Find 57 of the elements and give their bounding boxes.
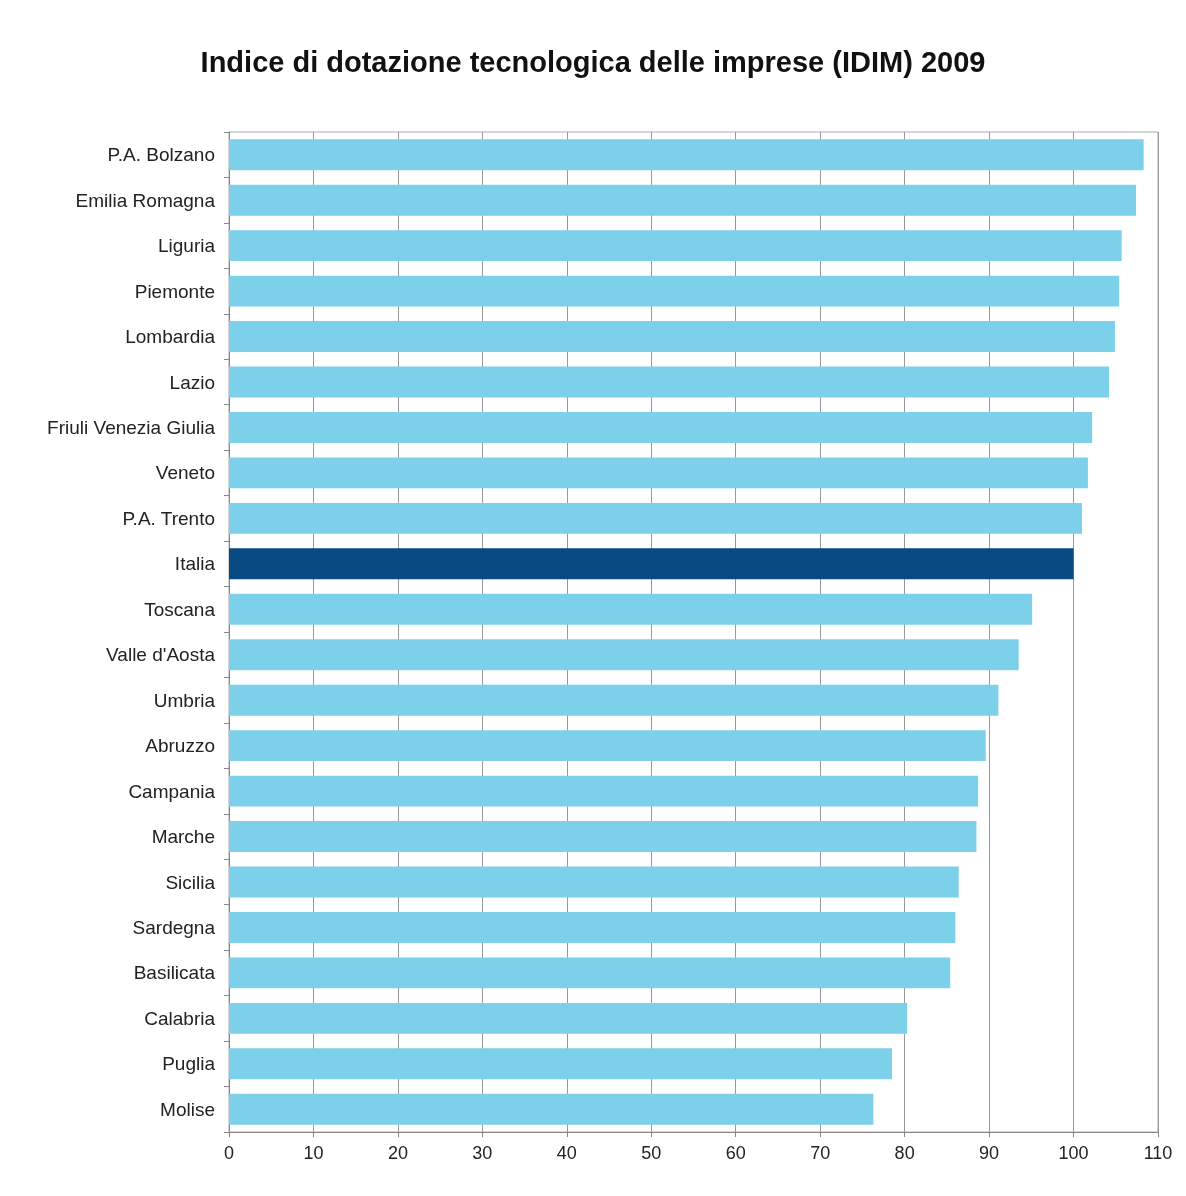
x-tick-label: 110 — [1143, 1143, 1173, 1163]
bar — [229, 275, 1120, 307]
bar — [229, 866, 959, 898]
x-tick-label: 40 — [556, 1143, 577, 1163]
bar — [229, 230, 1122, 262]
x-tick-label: 10 — [303, 1143, 324, 1163]
y-tick-label: Abruzzo — [145, 735, 215, 757]
bar — [229, 730, 986, 762]
bar — [229, 457, 1088, 489]
y-tick-label: Lombardia — [125, 326, 216, 348]
y-tick-label: Veneto — [155, 462, 215, 484]
bar — [229, 412, 1093, 443]
x-tick-label: 90 — [979, 1143, 1000, 1163]
bar — [229, 321, 1115, 352]
x-tick-label: 100 — [1058, 1143, 1089, 1163]
bar — [229, 775, 979, 807]
y-tick-label: Toscana — [144, 598, 216, 620]
y-tick-label: Calabria — [144, 1007, 216, 1029]
bar — [229, 1093, 874, 1125]
bar — [229, 821, 977, 852]
y-tick-label: Molise — [160, 1098, 215, 1120]
y-tick-label: Basilicata — [133, 962, 216, 984]
y-tick-label: Campania — [128, 780, 216, 802]
bar — [229, 139, 1144, 171]
y-tick-label: Umbria — [153, 689, 216, 711]
bar — [229, 639, 1019, 671]
bar — [229, 1002, 908, 1034]
bar — [229, 502, 1082, 534]
y-tick-label: Piemonte — [134, 280, 215, 302]
y-tick-label: Puglia — [162, 1053, 216, 1075]
x-tick-label: 0 — [223, 1143, 235, 1163]
x-tick-label: 30 — [472, 1143, 493, 1163]
y-tick-label: P.A. Bolzano — [107, 144, 215, 166]
bar — [229, 593, 1033, 625]
bar — [229, 366, 1110, 398]
x-tick-label: 80 — [894, 1143, 915, 1163]
bar — [229, 1048, 892, 1080]
chart-title: Indice di dotazione tecnologica delle imprese (IDIM) 2009 — [200, 45, 986, 78]
y-tick-label: Sicilia — [165, 871, 216, 893]
bar — [229, 548, 1074, 580]
x-tick-label: 20 — [387, 1143, 408, 1163]
bar — [229, 684, 999, 716]
y-tick-label: Lazio — [169, 371, 215, 393]
y-tick-label: Italia — [174, 553, 216, 575]
y-tick-label: Emilia Romagna — [75, 189, 216, 211]
y-tick-label: P.A. Trento — [122, 507, 215, 529]
y-tick-label: Valle d'Aosta — [106, 644, 216, 666]
x-tick-label: 70 — [810, 1143, 831, 1163]
bar — [229, 184, 1137, 216]
x-tick-label: 50 — [641, 1143, 662, 1163]
y-tick-label: Friuli Venezia Giulia — [47, 416, 216, 438]
bar — [229, 957, 951, 989]
x-tick-label: 60 — [725, 1143, 746, 1163]
y-tick-label: Liguria — [157, 235, 216, 257]
y-tick-label: Sardegna — [132, 916, 216, 938]
y-tick-label: Marche — [151, 826, 215, 848]
bar — [229, 912, 956, 943]
